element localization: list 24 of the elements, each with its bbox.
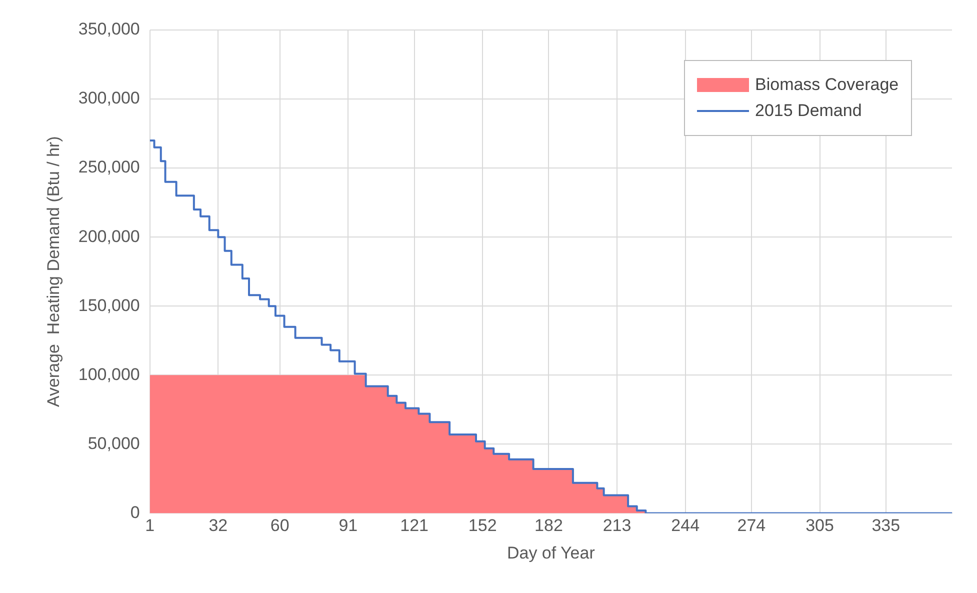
x-tick-label: 1	[145, 516, 155, 536]
y-tick-label: 350,000	[78, 20, 140, 39]
x-tick-label: 335	[872, 516, 900, 536]
y-tick-label: 0	[130, 502, 140, 522]
y-tick-label: 100,000	[78, 364, 140, 384]
x-tick-label: 274	[737, 516, 766, 536]
x-tick-label: 60	[270, 516, 290, 536]
x-tick-label: 32	[208, 516, 228, 536]
x-tick-label: 121	[400, 516, 428, 536]
x-tick-label: 244	[671, 516, 700, 536]
y-tick-label: 300,000	[78, 88, 140, 108]
legend-label: 2015 Demand	[755, 101, 862, 121]
y-tick-label: 200,000	[78, 226, 140, 246]
x-tick-label: 305	[806, 516, 834, 536]
x-tick-label: 182	[534, 516, 563, 536]
legend-label: Biomass Coverage	[755, 75, 899, 95]
x-tick-label: 213	[602, 516, 632, 536]
y-tick-label: 250,000	[78, 158, 140, 177]
y-axis-title: Average Heating Demand (Btu / hr)	[44, 136, 63, 408]
y-tick-label: 150,000	[78, 296, 140, 315]
x-tick-label: 152	[468, 516, 497, 536]
x-axis-title: Day of Year	[506, 543, 596, 562]
x-tick-label: 91	[338, 516, 358, 536]
y-tick-label: 50,000	[88, 434, 140, 453]
